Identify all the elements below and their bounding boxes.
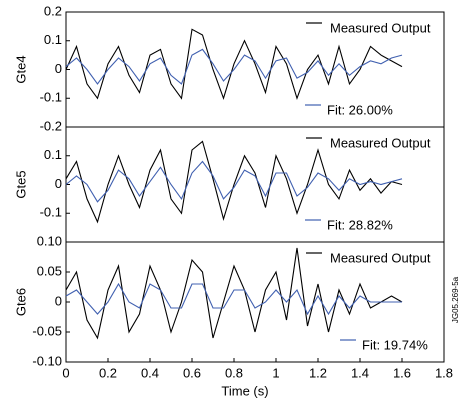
legend-label: Measured Output: [330, 135, 431, 150]
y-tick-label: 0.1: [44, 147, 62, 162]
y-tick-label: -0.1: [40, 90, 62, 105]
y-axis-label: Gte6: [13, 288, 28, 316]
y-tick-label: 0: [55, 61, 62, 76]
x-tick-label: 1.4: [351, 365, 369, 380]
legend-label: Fit: 28.82%: [327, 217, 393, 232]
legend-label: Measured Output: [330, 20, 431, 35]
legend-label: Fit: 26.00%: [327, 102, 393, 117]
x-tick-label: 1: [272, 365, 279, 380]
y-tick-label: -0.2: [40, 118, 62, 133]
x-tick-label: 1.8: [435, 365, 453, 380]
y-tick-label: -0.10: [32, 353, 62, 368]
x-tick-label: 0.2: [99, 365, 117, 380]
y-tick-label: 0: [55, 176, 62, 191]
y-axis-label: Gte4: [13, 55, 28, 83]
y-tick-label: 0.05: [37, 263, 62, 278]
y-tick-label: -0.05: [32, 323, 62, 338]
legend-label: Measured Output: [330, 250, 431, 265]
x-tick-label: 0: [62, 365, 69, 380]
series-line: [65, 160, 403, 203]
series-line: [65, 282, 402, 316]
legend-label: Fit: 19.74%: [362, 337, 428, 352]
figure-id: JG05.269-5a: [451, 276, 460, 323]
series-line: [65, 140, 403, 224]
series-line: [65, 28, 403, 101]
y-axis-label: Gte5: [13, 170, 28, 198]
y-tick-label: 0.2: [44, 3, 62, 18]
y-tick-label: -0.1: [40, 205, 62, 220]
series-line: [65, 247, 403, 340]
y-tick-label: 0.1: [44, 32, 62, 47]
x-tick-label: 1.6: [393, 365, 411, 380]
x-tick-label: 0.4: [141, 365, 159, 380]
y-tick-label: 0: [55, 293, 62, 308]
x-axis-label: Time (s): [221, 383, 268, 398]
x-tick-label: 0.6: [183, 365, 201, 380]
y-tick-label: 0.10: [37, 233, 62, 248]
x-tick-label: 1.2: [309, 365, 327, 380]
series-line: [65, 48, 403, 85]
x-tick-label: 0.8: [225, 365, 243, 380]
